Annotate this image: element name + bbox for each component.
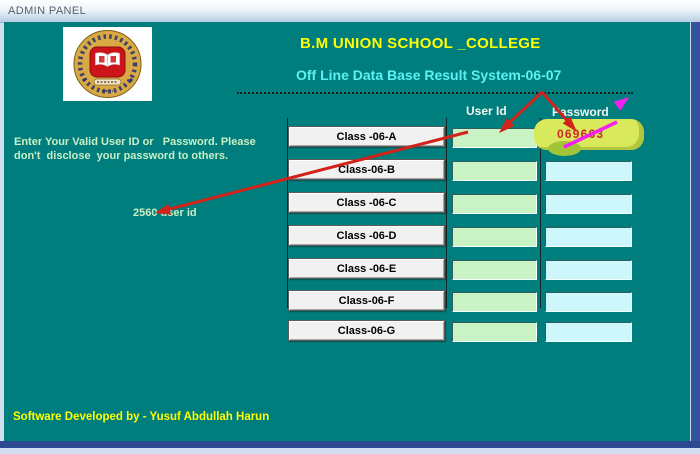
window-titlebar[interactable]: ADMIN PANEL bbox=[0, 0, 700, 23]
column-header-password: Password bbox=[552, 105, 609, 119]
school-name-title: B.M UNION SCHOOL _COLLEGE bbox=[300, 35, 541, 52]
column-header-user-id: User Id bbox=[466, 104, 507, 118]
password-input[interactable] bbox=[545, 194, 632, 214]
class-button-06-a[interactable]: Class -06-A bbox=[288, 126, 445, 147]
password-input[interactable] bbox=[545, 227, 632, 247]
system-title: Off Line Data Base Result System-06-07 bbox=[296, 67, 562, 83]
user-id-input[interactable] bbox=[452, 292, 537, 312]
class-button-06-f[interactable]: Class-06-F bbox=[288, 290, 445, 311]
highlighted-password-value: 069663 bbox=[557, 127, 605, 141]
window-right-border bbox=[690, 22, 700, 448]
password-input[interactable] bbox=[545, 260, 632, 280]
class-row: Class -06-E bbox=[288, 258, 634, 281]
class-row: Class -06-C bbox=[288, 192, 634, 215]
password-input[interactable] bbox=[545, 161, 632, 181]
school-logo bbox=[63, 27, 152, 101]
user-id-input[interactable] bbox=[452, 194, 537, 214]
footer-credit: Software Developed by - Yusuf Abdullah H… bbox=[13, 411, 270, 423]
highlight-marker-smudge bbox=[548, 141, 581, 156]
class-row: Class-06-F bbox=[288, 290, 634, 313]
user-id-input[interactable] bbox=[452, 227, 537, 247]
window-title: ADMIN PANEL bbox=[8, 5, 87, 17]
class-row: Class-06-B bbox=[288, 159, 634, 182]
class-button-06-e[interactable]: Class -06-E bbox=[288, 258, 445, 279]
class-button-06-b[interactable]: Class-06-B bbox=[288, 159, 445, 180]
class-button-06-g[interactable]: Class-06-G bbox=[288, 320, 445, 341]
grid-line-middle bbox=[446, 118, 447, 308]
grid-line-right bbox=[540, 118, 541, 308]
user-id-input[interactable] bbox=[452, 260, 537, 280]
class-button-06-c[interactable]: Class -06-C bbox=[288, 192, 445, 213]
school-seal-icon bbox=[73, 30, 142, 98]
dotted-separator bbox=[237, 92, 633, 94]
window-bottom-border bbox=[0, 441, 700, 448]
user-id-annotation: 2560 user id bbox=[133, 207, 197, 219]
user-id-input[interactable] bbox=[452, 322, 537, 342]
user-id-input[interactable] bbox=[452, 161, 537, 181]
user-id-input[interactable] bbox=[452, 128, 537, 148]
class-row: Class-06-G bbox=[288, 320, 634, 343]
password-input[interactable] bbox=[545, 322, 632, 342]
class-button-06-d[interactable]: Class -06-D bbox=[288, 225, 445, 246]
instruction-text: Enter Your Valid User ID or Password. Pl… bbox=[14, 136, 256, 162]
password-input[interactable] bbox=[545, 292, 632, 312]
class-row: Class -06-D bbox=[288, 225, 634, 248]
grid-line-left bbox=[287, 118, 288, 308]
